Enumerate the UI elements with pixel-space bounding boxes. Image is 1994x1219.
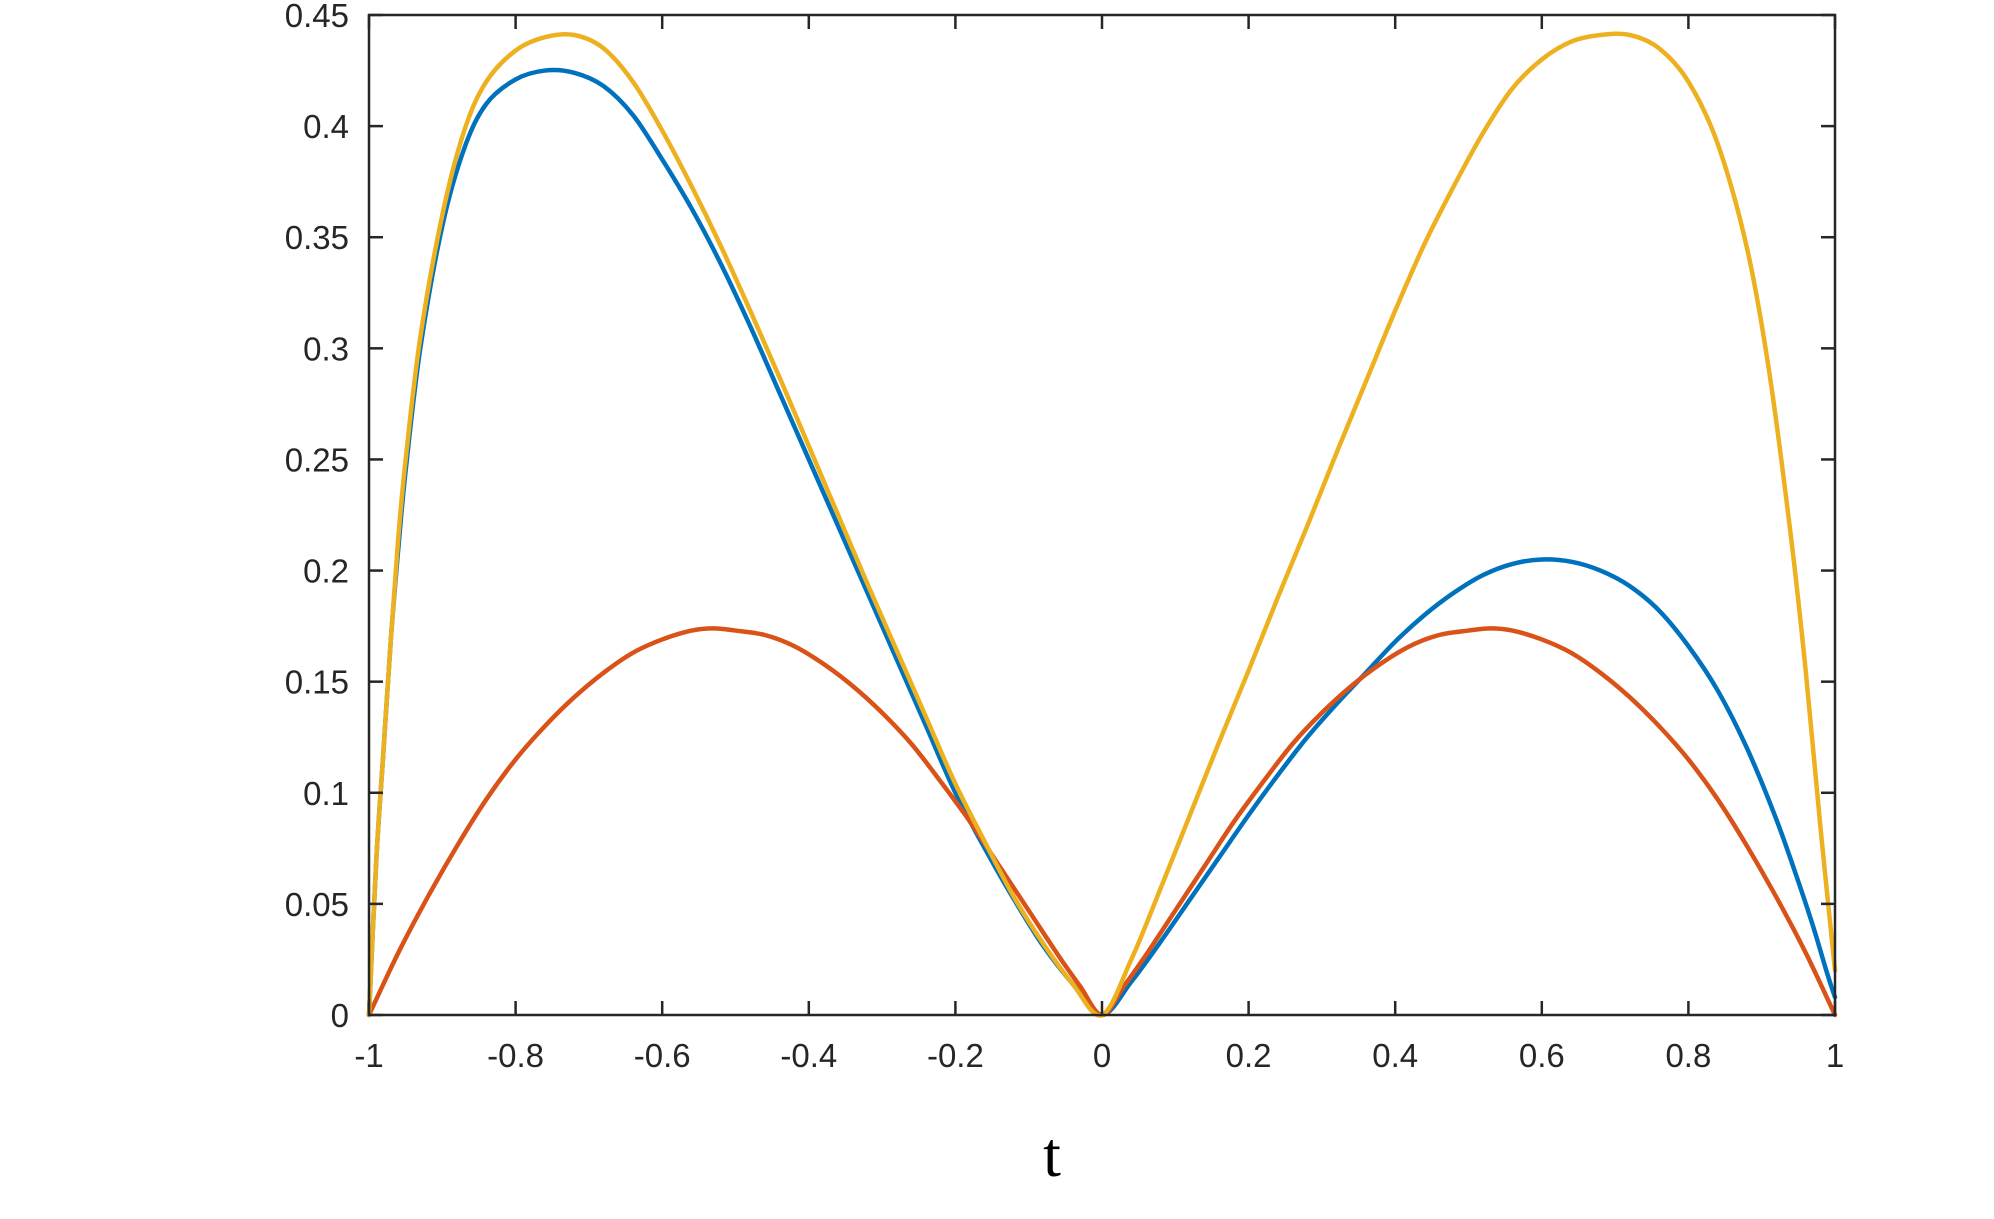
- y-tick-label: 0.15: [285, 664, 349, 701]
- y-tick-label: 0.2: [303, 553, 349, 590]
- y-tick-label: 0.35: [285, 219, 349, 256]
- y-tick-label: 0: [331, 997, 349, 1034]
- y-tick-label: 0.3: [303, 330, 349, 367]
- y-axis: 0 0.05 0.1 0.15 0.2 0.25 0.3 0.35 0.4 0.45: [285, 0, 1835, 1034]
- x-tick-label: 0.2: [1226, 1037, 1272, 1074]
- x-tick-label: -0.4: [780, 1037, 837, 1074]
- y-tick-label: 0.05: [285, 886, 349, 923]
- x-tick-label: 0: [1093, 1037, 1111, 1074]
- y-tick-label: 0.45: [285, 0, 349, 34]
- x-tick-label: -0.2: [927, 1037, 984, 1074]
- x-axis: -1 -0.8 -0.6 -0.4 -0.2 0 0.2 0.4 0.6 0.8 1: [354, 15, 1844, 1074]
- x-tick-label: -0.8: [487, 1037, 544, 1074]
- x-tick-label: 1: [1826, 1037, 1844, 1074]
- x-tick-label: 0.4: [1372, 1037, 1418, 1074]
- y-tick-label: 0.4: [303, 108, 349, 145]
- series-line-3: [366, 31, 1838, 1018]
- x-tick-label: -1: [354, 1037, 383, 1074]
- x-tick-label: -0.6: [634, 1037, 691, 1074]
- x-tick-label: 0.6: [1519, 1037, 1565, 1074]
- x-tick-label: 0.8: [1665, 1037, 1711, 1074]
- x-axis-label: t: [1043, 1119, 1061, 1190]
- y-tick-label: 0.1: [303, 775, 349, 812]
- y-tick-label: 0.25: [285, 441, 349, 478]
